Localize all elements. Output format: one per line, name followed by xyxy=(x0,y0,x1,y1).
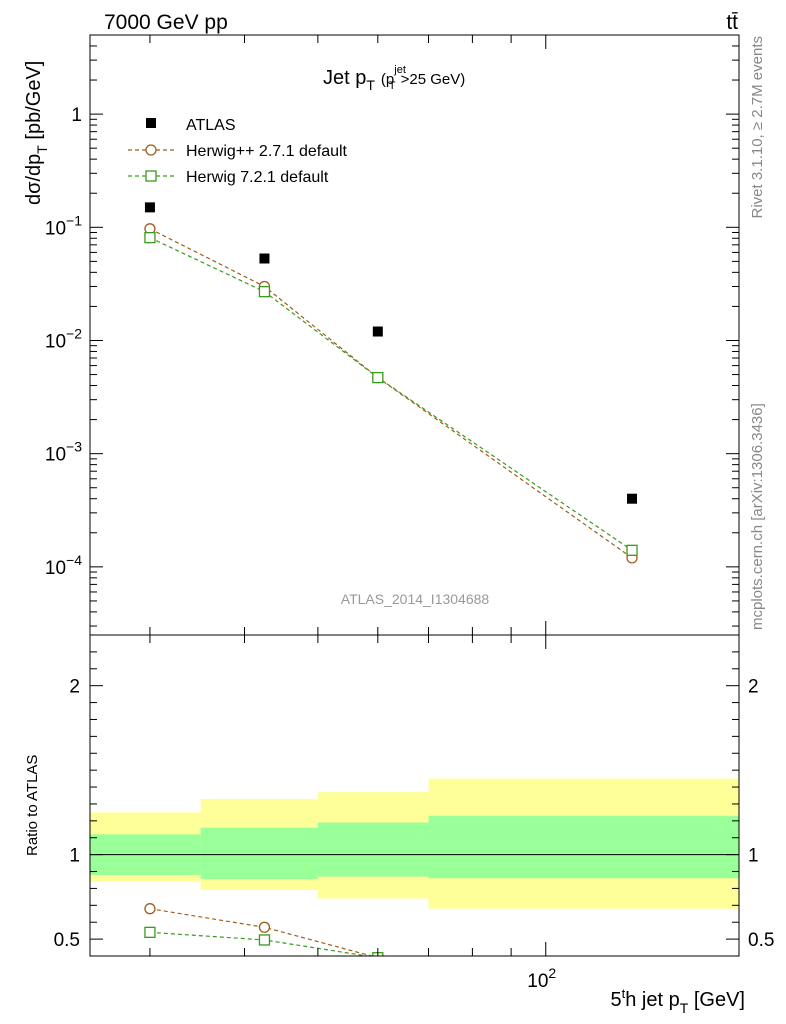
legend: ATLAS Herwig++ 2.7.1 default Herwig 7.2.… xyxy=(128,117,348,186)
final-state-label: tt̄ xyxy=(726,11,738,34)
ratio-panel-marks xyxy=(90,778,739,978)
ratio-point-herwig-7-2-1-default xyxy=(258,934,271,946)
uncertainty-band-inner xyxy=(200,827,318,880)
uncertainty-band-inner xyxy=(317,822,429,877)
y-tick-label: 10−1 xyxy=(45,212,82,239)
ratio-point-herwig-7-2-1-default xyxy=(144,926,156,938)
process-label: 7000 GeV pp xyxy=(104,11,228,34)
main-panel-ticks xyxy=(90,34,739,635)
legend-label-atlas: ATLAS xyxy=(186,117,236,134)
ratio-y-tick-label-left: 2 xyxy=(69,677,80,698)
legend-marker-herwig7 xyxy=(145,170,157,182)
ratio-point-herwig-2-7-1-default xyxy=(627,968,637,978)
ratio-panel-tick-labels: 2 2 1 1 0.5 0.5 102 xyxy=(54,677,775,992)
chart-title: Jet pT (pjet T >25 GeV) xyxy=(323,64,465,93)
ratio-y-tick-label-left: 0.5 xyxy=(54,930,80,951)
ratio-line-herwig-7-2-1-default xyxy=(149,931,371,956)
main-panel-tick-labels: 1 10−1 10−2 10−3 10−4 xyxy=(45,105,82,579)
main-panel-marks xyxy=(144,202,638,564)
rivet-label: Rivet 3.1.10, ≥ 2.7M events xyxy=(749,36,766,219)
point-herwig-7-2-1-default xyxy=(258,286,271,298)
point-herwig-7-2-1-default xyxy=(144,232,156,244)
point-atlas xyxy=(372,326,383,337)
ratio-panel: 2 2 1 1 0.5 0.5 102 Ratio to ATLAS 5th jet pT … xyxy=(24,634,775,1016)
ratio-y-tick-label-right: 1 xyxy=(748,846,759,867)
y-tick-label: 10−2 xyxy=(45,325,82,352)
ratio-y-tick-label-right: 2 xyxy=(748,677,759,698)
uncertainty-band-inner xyxy=(428,815,739,879)
y-tick-label: 10−3 xyxy=(45,439,82,466)
ratio-y-tick-label-left: 1 xyxy=(69,846,80,867)
ratio-y-tick-label-right: 0.5 xyxy=(748,930,774,951)
y-axis-label: dσ/dpT [pb/GeV] xyxy=(23,61,50,205)
ratio-y-axis-label: Ratio to ATLAS xyxy=(24,755,41,856)
ratio-point-herwig-7-2-1-default xyxy=(627,959,637,969)
legend-entry-atlas: ATLAS xyxy=(146,117,236,134)
x-axis-label: 5th jet pT [GeV] xyxy=(611,986,746,1016)
series-line-herwig-7-2-1-default xyxy=(149,237,633,551)
legend-entry-herwigpp: Herwig++ 2.7.1 default xyxy=(128,143,348,160)
point-atlas xyxy=(144,202,155,213)
x-tick-label: 102 xyxy=(527,965,556,992)
ratio-point-herwig-2-7-1-default xyxy=(144,903,156,915)
point-atlas xyxy=(259,253,270,264)
legend-label-herwigpp: Herwig++ 2.7.1 default xyxy=(186,143,348,160)
series-line-herwig-2-7-1-default xyxy=(149,228,633,559)
y-tick-label: 1 xyxy=(71,105,82,126)
ratio-panel-frame xyxy=(89,634,740,957)
ratio-line-herwig-2-7-1-default xyxy=(149,908,374,956)
point-herwig-7-2-1-default xyxy=(626,544,638,556)
y-tick-label: 10−4 xyxy=(45,552,82,579)
legend-marker-atlas xyxy=(146,118,156,128)
legend-marker-herwigpp xyxy=(145,144,157,156)
ratio-panel-ticks xyxy=(90,634,739,957)
point-herwig-7-2-1-default xyxy=(372,371,384,384)
mcplots-label: mcplots.cern.ch [arXiv:1306.3436] xyxy=(749,403,766,630)
main-panel: 1 10−1 10−2 10−3 10−4 Jet pT (pjet T >25 GeV) d… xyxy=(23,34,740,636)
legend-entry-herwig7: Herwig 7.2.1 default xyxy=(128,169,329,186)
legend-label-herwig7: Herwig 7.2.1 default xyxy=(186,169,329,186)
analysis-id: ATLAS_2014_I1304688 xyxy=(341,591,490,607)
point-atlas xyxy=(627,493,638,504)
ratio-point-herwig-2-7-1-default xyxy=(258,921,271,933)
